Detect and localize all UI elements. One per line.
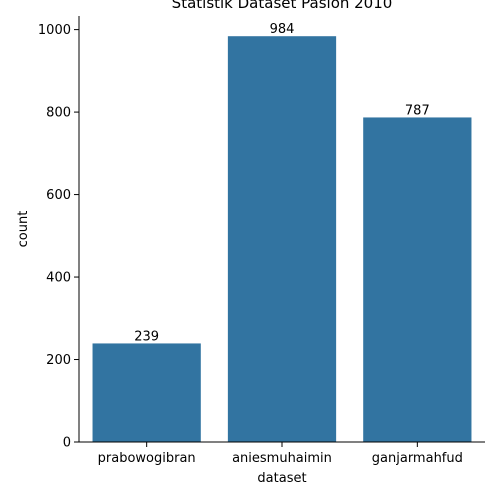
y-tick-label-600: 600: [46, 188, 71, 203]
x-tick-label-aniesmuhaimin: aniesmuhaimin: [232, 451, 332, 466]
y-tick-label-1000: 1000: [38, 23, 71, 38]
x-tick-label-prabowogibran: prabowogibran: [98, 451, 196, 466]
bar-value-label-aniesmuhaimin: 984: [270, 22, 295, 37]
x-axis-label: dataset: [257, 471, 306, 486]
bar-value-label-ganjarmahfud: 787: [405, 103, 430, 118]
x-axis: prabowogibran aniesmuhaimin ganjarmahfud: [79, 441, 485, 466]
chart-title: Statistik Dataset Pasion 2010: [172, 0, 393, 12]
y-axis: 0 200 400 600 800 1000: [38, 16, 80, 451]
bar-prabowogibran: [92, 343, 201, 442]
y-tick-label-200: 200: [46, 353, 71, 368]
bar-value-label-prabowogibran: 239: [134, 329, 159, 344]
bars-group: [92, 36, 472, 443]
y-tick-label-0: 0: [63, 436, 71, 451]
y-tick-label-400: 400: [46, 271, 71, 286]
bar-ganjarmahfud: [363, 117, 472, 442]
y-axis-label: count: [16, 211, 31, 248]
y-tick-label-800: 800: [46, 106, 71, 121]
x-tick-label-ganjarmahfud: ganjarmahfud: [372, 451, 463, 466]
bar-labels-group: 239 984 787: [134, 22, 429, 344]
bar-aniesmuhaimin: [227, 36, 337, 443]
